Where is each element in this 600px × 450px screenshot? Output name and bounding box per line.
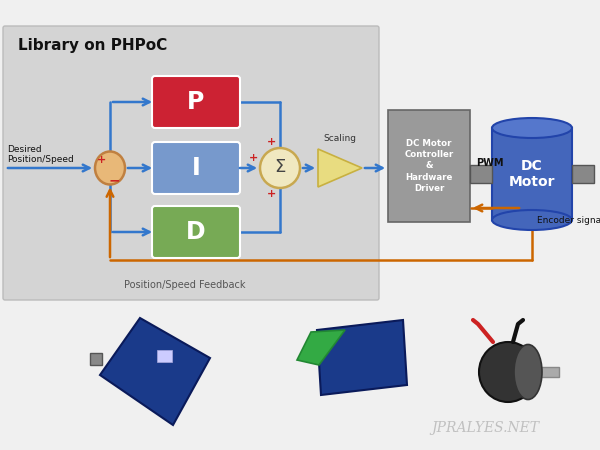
Text: +: + bbox=[268, 189, 277, 199]
Text: JPRALYES.NET: JPRALYES.NET bbox=[431, 421, 539, 435]
Text: P: P bbox=[187, 90, 205, 114]
FancyBboxPatch shape bbox=[572, 165, 594, 183]
Text: Desired
Position/Speed: Desired Position/Speed bbox=[7, 144, 74, 164]
Ellipse shape bbox=[492, 210, 572, 230]
Ellipse shape bbox=[514, 345, 542, 400]
Text: PWM: PWM bbox=[476, 158, 503, 168]
Text: Position/Speed Feedback: Position/Speed Feedback bbox=[124, 280, 246, 290]
Text: +: + bbox=[268, 137, 277, 147]
FancyBboxPatch shape bbox=[152, 76, 240, 128]
Ellipse shape bbox=[95, 152, 125, 184]
FancyBboxPatch shape bbox=[3, 26, 379, 300]
FancyBboxPatch shape bbox=[90, 353, 102, 365]
FancyBboxPatch shape bbox=[152, 142, 240, 194]
Text: DC Motor
Controller
&
Hardware
Driver: DC Motor Controller & Hardware Driver bbox=[404, 140, 454, 193]
Text: DC
Motor: DC Motor bbox=[509, 159, 555, 189]
Text: −: − bbox=[108, 173, 120, 187]
FancyBboxPatch shape bbox=[157, 350, 172, 362]
Polygon shape bbox=[317, 320, 407, 395]
Text: Library on PHPoC: Library on PHPoC bbox=[18, 38, 167, 53]
Polygon shape bbox=[297, 330, 345, 365]
FancyBboxPatch shape bbox=[492, 128, 572, 220]
Text: +: + bbox=[97, 155, 107, 165]
Text: Scaling: Scaling bbox=[323, 134, 356, 143]
Text: D: D bbox=[186, 220, 206, 244]
Circle shape bbox=[260, 148, 300, 188]
FancyBboxPatch shape bbox=[388, 110, 470, 222]
FancyBboxPatch shape bbox=[537, 367, 559, 377]
Polygon shape bbox=[318, 149, 362, 187]
Text: +: + bbox=[250, 153, 259, 163]
Ellipse shape bbox=[479, 342, 537, 402]
Text: Encoder signal: Encoder signal bbox=[537, 216, 600, 225]
FancyBboxPatch shape bbox=[152, 206, 240, 258]
Polygon shape bbox=[100, 318, 210, 425]
Text: I: I bbox=[191, 156, 200, 180]
Text: Σ: Σ bbox=[274, 158, 286, 176]
Ellipse shape bbox=[492, 118, 572, 138]
FancyBboxPatch shape bbox=[470, 165, 492, 183]
